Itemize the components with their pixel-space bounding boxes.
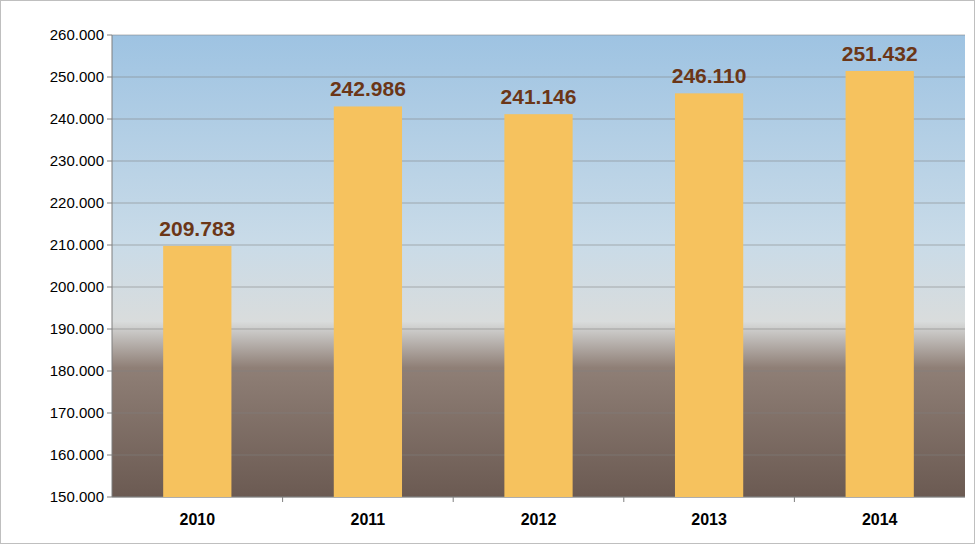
bar bbox=[334, 106, 402, 497]
x-tick bbox=[453, 497, 454, 502]
y-tick-label: 230.000 bbox=[50, 152, 104, 169]
x-tick bbox=[794, 497, 795, 502]
y-tick bbox=[107, 371, 112, 372]
plot-background bbox=[112, 35, 965, 497]
y-tick bbox=[107, 245, 112, 246]
bar bbox=[846, 71, 914, 497]
data-label: 241.146 bbox=[501, 85, 577, 108]
y-tick-label: 160.000 bbox=[50, 446, 104, 463]
grid-line bbox=[112, 35, 965, 36]
x-tick bbox=[282, 497, 283, 502]
y-tick bbox=[107, 329, 112, 330]
data-label: 246.110 bbox=[672, 64, 747, 87]
y-tick-label: 170.000 bbox=[50, 404, 104, 421]
y-axis bbox=[112, 35, 113, 497]
bars bbox=[163, 71, 914, 497]
y-tick bbox=[107, 287, 112, 288]
y-tick-label: 210.000 bbox=[50, 236, 104, 253]
x-tick-label: 2011 bbox=[351, 511, 386, 528]
x-tick-label: 2013 bbox=[691, 511, 727, 528]
y-tick-label: 260.000 bbox=[50, 26, 104, 43]
y-tick-label: 150.000 bbox=[50, 488, 104, 505]
data-label: 209.783 bbox=[159, 217, 235, 240]
x-tick-label: 2014 bbox=[862, 511, 898, 528]
y-tick bbox=[107, 119, 112, 120]
data-label: 242.986 bbox=[330, 77, 406, 100]
frame bbox=[1, 1, 975, 544]
y-tick-label: 240.000 bbox=[50, 110, 104, 127]
data-label: 251.432 bbox=[842, 42, 918, 65]
y-tick bbox=[107, 203, 112, 204]
y-tick bbox=[107, 497, 112, 498]
chart: 150.000 160.000 170.000 180.000 190.000 200.0… bbox=[0, 0, 975, 544]
x-tick-label: 2012 bbox=[521, 511, 557, 528]
bar bbox=[163, 246, 231, 497]
y-tick-label: 190.000 bbox=[50, 320, 104, 337]
y-tick-label: 250.000 bbox=[50, 68, 104, 85]
bar bbox=[504, 114, 572, 497]
y-tick bbox=[107, 77, 112, 78]
x-tick bbox=[623, 497, 624, 502]
y-tick-label: 200.000 bbox=[50, 278, 104, 295]
x-tick-label: 2010 bbox=[180, 511, 216, 528]
y-tick-label: 220.000 bbox=[50, 194, 104, 211]
y-tick bbox=[107, 455, 112, 456]
y-tick-label: 180.000 bbox=[50, 362, 104, 379]
bar bbox=[675, 93, 743, 497]
grid-line bbox=[112, 77, 965, 78]
y-tick bbox=[107, 161, 112, 162]
y-tick bbox=[107, 413, 112, 414]
y-tick bbox=[107, 35, 112, 36]
